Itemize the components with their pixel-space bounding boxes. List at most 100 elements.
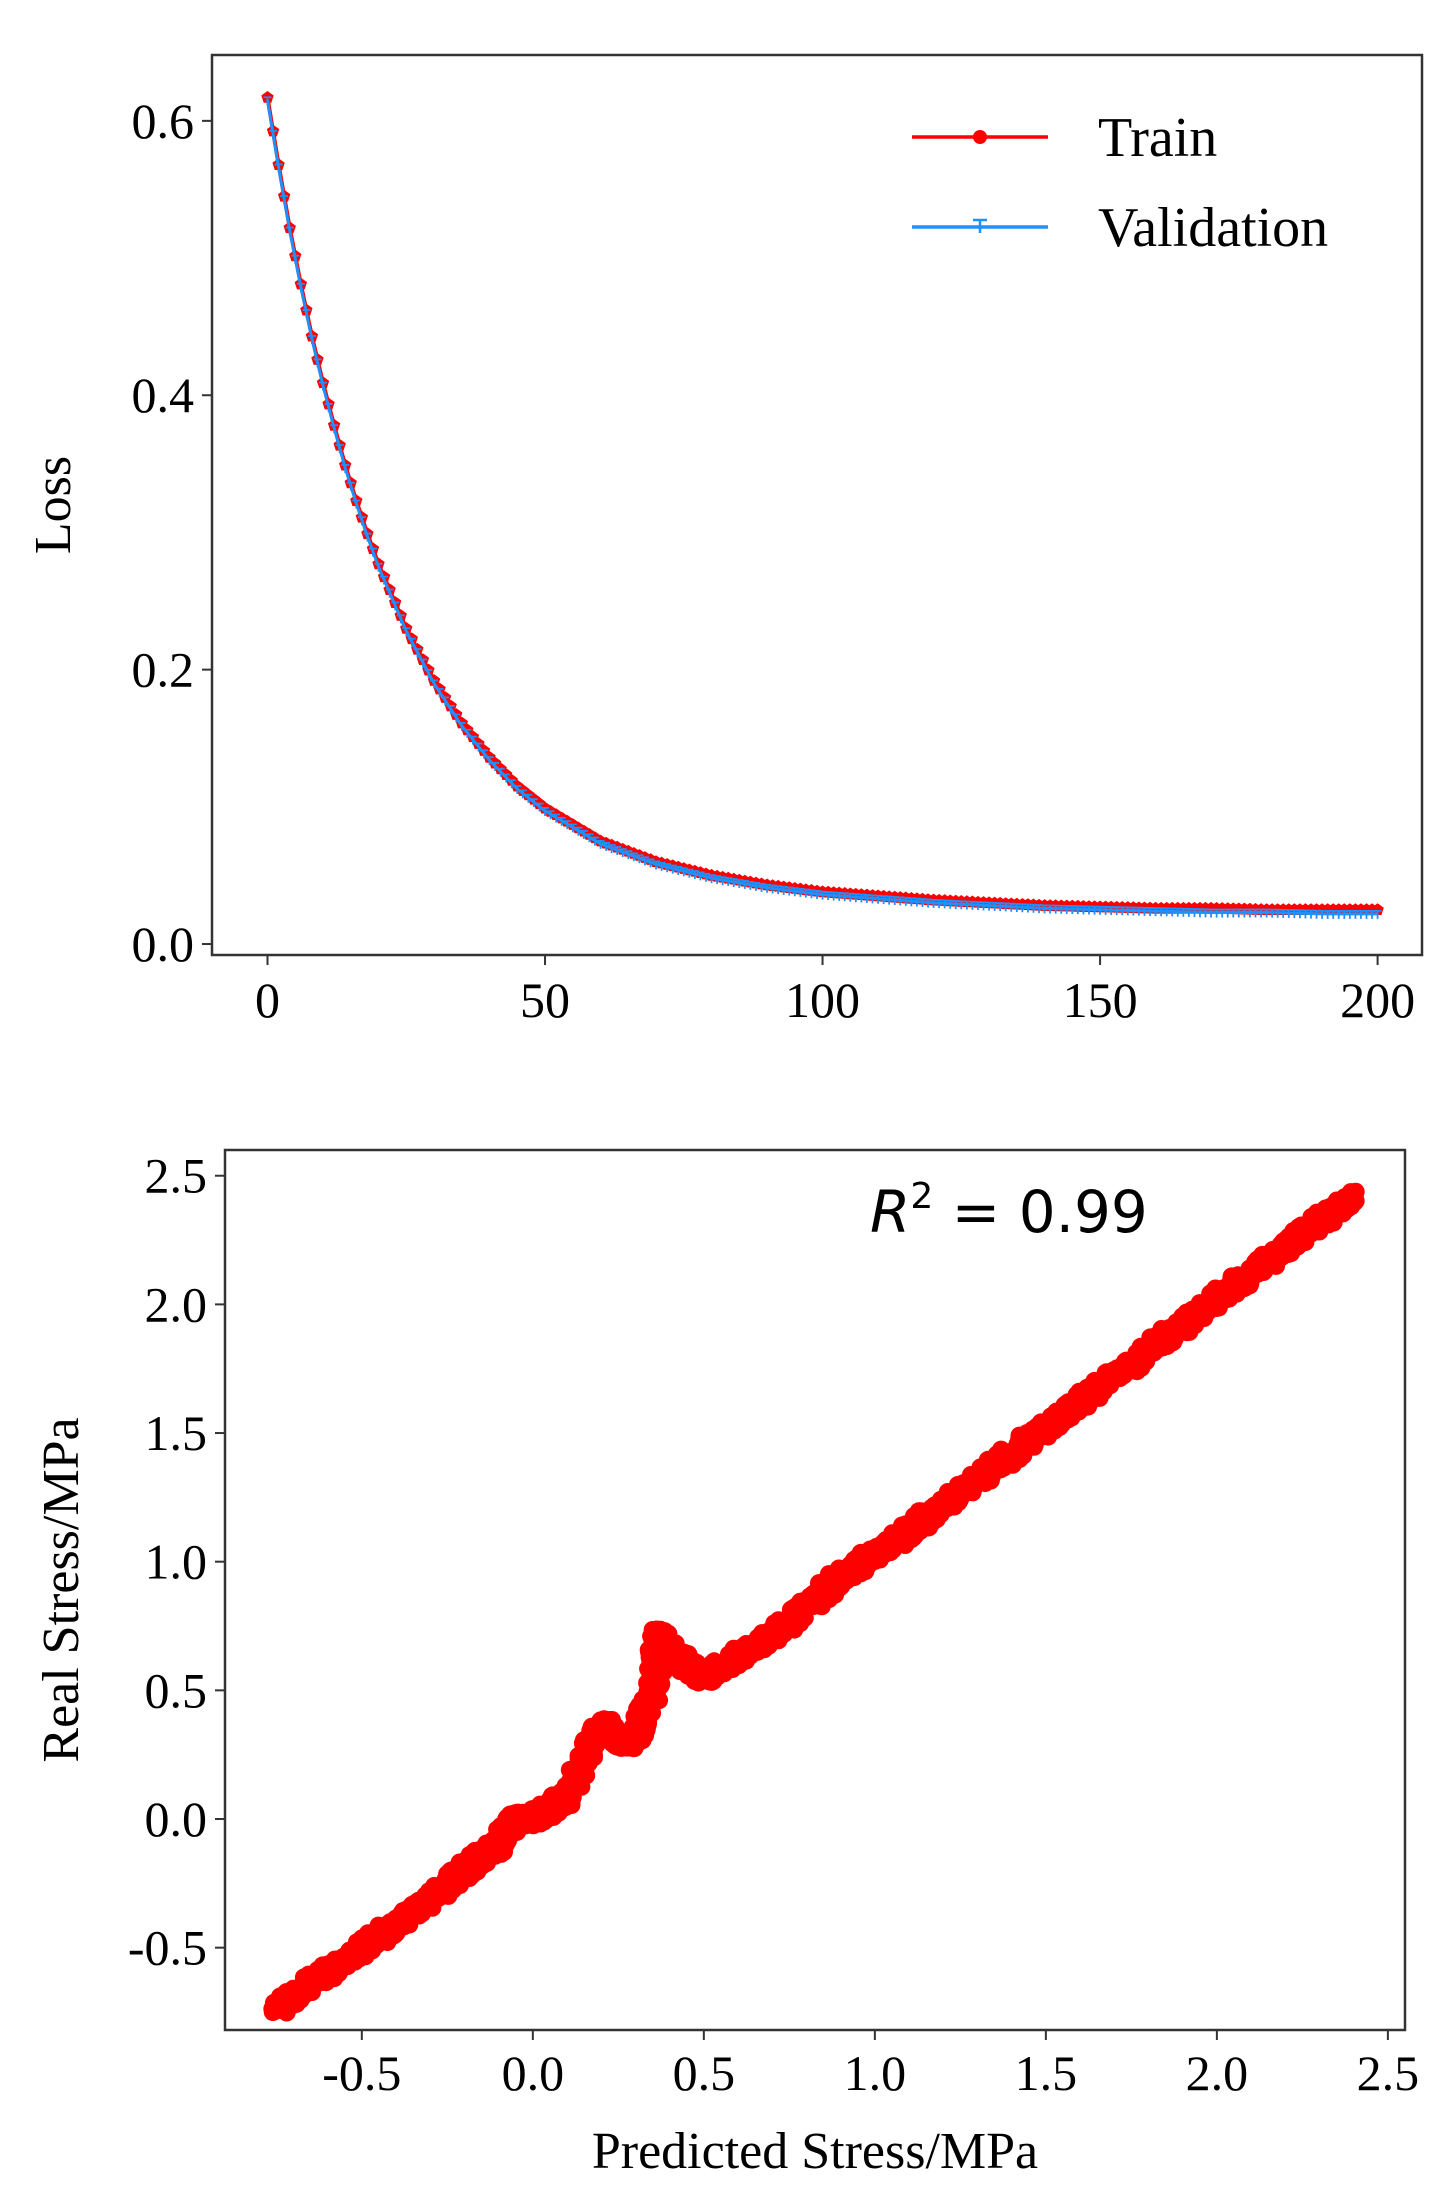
legend-train-label: Train	[1098, 107, 1217, 169]
loss-series-group	[261, 91, 1384, 919]
scatter-point	[1104, 1366, 1125, 1387]
validation-point	[546, 810, 555, 820]
validation-point	[491, 762, 500, 771]
validation-point	[396, 614, 405, 624]
validation-point	[435, 687, 444, 697]
loss-x-tick-label: 150	[1063, 972, 1138, 1028]
scatter-x-tick-label: 1.5	[1015, 2045, 1078, 2101]
scatter-point	[781, 1609, 800, 1628]
scatter-point	[642, 1680, 663, 1701]
scatter-point	[933, 1495, 954, 1516]
validation-point	[430, 679, 439, 689]
scatter-y-tick-label: 2.5	[145, 1148, 208, 1204]
scatter-point	[649, 1623, 670, 1644]
validation-point	[424, 669, 433, 678]
scatter-x-tick-label: 2.0	[1186, 2045, 1249, 2101]
loss-chart: 0 50 100 150 200 0.0 0.2 0.4 0.6 Loss Train Val…	[25, 53, 1424, 1028]
validation-point	[346, 481, 355, 491]
scatter-x-tick-label: -0.5	[322, 2045, 401, 2101]
validation-point	[296, 282, 305, 292]
validation-point	[757, 882, 766, 892]
scatter-point	[471, 1847, 492, 1868]
scatter-points-group	[263, 1182, 1365, 2022]
scatter-point	[1172, 1315, 1193, 1335]
validation-point	[574, 826, 583, 836]
validation-point	[590, 836, 599, 846]
scatter-point	[1275, 1237, 1296, 1258]
scatter-point	[1138, 1340, 1159, 1361]
scatter-y-tick-label: -0.5	[128, 1920, 207, 1976]
validation-point	[585, 833, 594, 843]
validation-point	[568, 823, 577, 833]
scatter-point	[864, 1544, 885, 1564]
validation-point	[285, 226, 294, 236]
scatter-x-tick-label: 2.5	[1357, 2045, 1420, 2101]
validation-point	[713, 875, 722, 885]
validation-point	[607, 844, 616, 853]
validation-point	[363, 532, 372, 542]
validation-point	[274, 163, 283, 173]
validation-point	[313, 358, 322, 368]
scatter-point	[967, 1469, 988, 1490]
validation-point	[718, 876, 727, 886]
validation-point	[602, 842, 611, 851]
validation-point	[735, 879, 744, 888]
loss-plot-frame	[210, 53, 1424, 957]
validation-point	[302, 309, 311, 318]
scatter-point	[567, 1772, 586, 1791]
validation-point	[291, 254, 300, 264]
validation-point	[402, 627, 411, 637]
scatter-x-tick-label: 1.0	[844, 2045, 907, 2101]
validation-point	[640, 856, 649, 866]
validation-point	[457, 721, 466, 731]
validation-point	[380, 575, 389, 585]
scatter-point	[625, 1731, 646, 1752]
scatter-point	[635, 1717, 654, 1736]
validation-point	[596, 839, 605, 849]
loss-x-axis: 0 50 100 150 200	[255, 955, 1415, 1028]
scatter-point	[1121, 1358, 1140, 1377]
scatter-point	[320, 1963, 339, 1982]
validation-point	[391, 601, 400, 611]
validation-point	[479, 749, 488, 759]
scatter-x-axis: -0.5 0.0 0.5 1.0 1.5 2.0 2.5	[322, 2030, 1419, 2101]
scatter-point	[641, 1702, 660, 1721]
scatter-point	[762, 1626, 783, 1647]
validation-point	[729, 878, 738, 888]
scatter-point	[676, 1654, 697, 1675]
validation-point	[319, 381, 328, 391]
validation-point	[280, 195, 289, 205]
scatter-point	[608, 1731, 629, 1752]
loss-x-tick-label: 200	[1340, 972, 1415, 1028]
loss-legend: Train Validation	[912, 107, 1328, 259]
scatter-point	[1206, 1289, 1227, 1310]
loss-x-tick-label: 100	[785, 972, 860, 1028]
scatter-y-axis-title: Real Stress/MPa	[33, 1417, 90, 1762]
validation-point	[668, 864, 677, 874]
validation-point	[385, 588, 394, 598]
validation-point	[696, 871, 705, 881]
scatter-point	[454, 1860, 475, 1881]
scatter-point	[1292, 1216, 1311, 1235]
validation-point	[418, 658, 427, 668]
validation-point	[552, 813, 561, 823]
loss-y-axis: 0.0 0.2 0.4 0.6	[132, 93, 212, 972]
loss-y-tick-label: 0.2	[132, 642, 195, 698]
scatter-point	[574, 1737, 593, 1756]
scatter-x-axis-title: Predicted Stress/MPa	[592, 2123, 1038, 2180]
scatter-x-tick-label: 0.0	[502, 2045, 565, 2101]
scatter-point	[557, 1785, 577, 1806]
validation-point	[618, 848, 627, 858]
scatter-point	[1070, 1392, 1091, 1413]
loss-y-tick-label: 0.6	[132, 93, 195, 149]
validation-point	[452, 713, 461, 723]
validation-point	[724, 877, 733, 887]
validation-point	[701, 872, 710, 882]
validation-point	[518, 789, 527, 799]
legend-validation-label: Validation	[1098, 197, 1328, 259]
scatter-point	[1001, 1443, 1022, 1464]
scatter-point	[334, 1950, 355, 1971]
scatter-point	[830, 1567, 851, 1588]
scatter-point	[488, 1834, 509, 1855]
